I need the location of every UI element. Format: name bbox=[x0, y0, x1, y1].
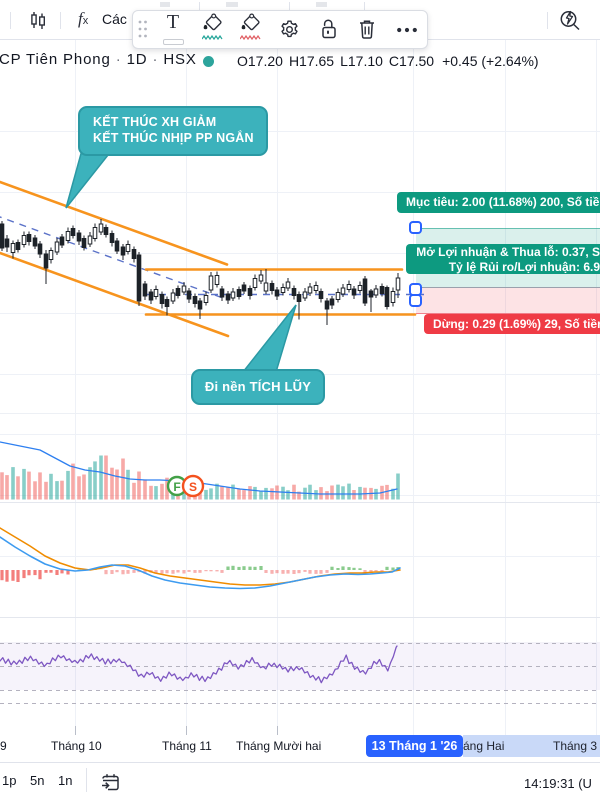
svg-text:S: S bbox=[189, 480, 197, 494]
svg-text:F: F bbox=[173, 480, 180, 494]
